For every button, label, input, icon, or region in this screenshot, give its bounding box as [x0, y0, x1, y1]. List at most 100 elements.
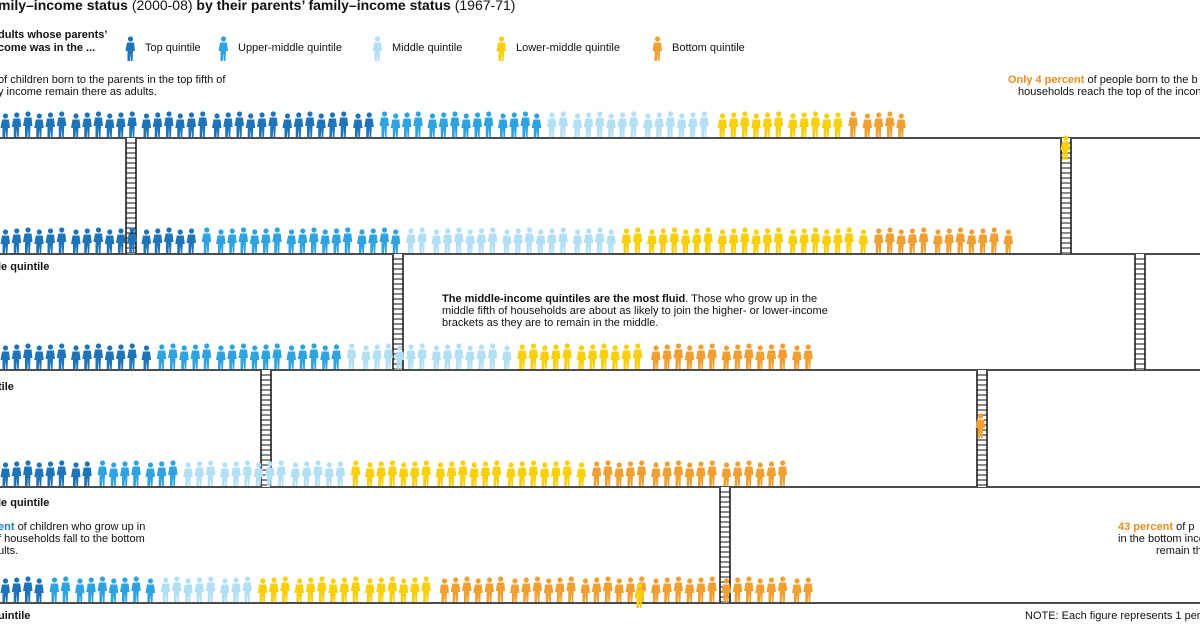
person-figure — [327, 112, 337, 137]
person-figure — [591, 577, 602, 602]
person-figure — [476, 344, 486, 369]
person-figure — [707, 576, 717, 602]
person-figure — [480, 461, 490, 486]
person-figure — [873, 228, 884, 253]
person-figure — [160, 577, 171, 602]
person-figure — [614, 462, 624, 486]
person-figure — [450, 111, 460, 137]
climbing-figure — [1060, 135, 1070, 160]
person-figure — [766, 577, 776, 602]
person-figure — [97, 576, 107, 602]
person-figure — [651, 462, 661, 486]
person-figure — [632, 227, 643, 253]
person-figure — [572, 229, 582, 253]
person-figure — [858, 229, 868, 253]
person-figure — [885, 111, 895, 137]
person-figure — [740, 227, 750, 253]
person-figure — [766, 344, 776, 369]
person-figure — [665, 111, 675, 137]
person-figure — [56, 343, 67, 369]
person-figure — [717, 229, 727, 253]
person-figure — [164, 111, 174, 137]
person-figure — [732, 461, 743, 486]
person-figure — [82, 461, 92, 486]
person-figure — [465, 345, 475, 369]
person-figure — [773, 227, 784, 253]
person-figure — [261, 344, 271, 369]
person-figure — [755, 462, 765, 486]
person-figure — [844, 227, 854, 253]
person-figure — [97, 460, 107, 486]
person-figure — [71, 345, 81, 369]
person-figure — [23, 460, 33, 486]
person-figure — [379, 227, 389, 253]
ladder — [392, 254, 404, 370]
person-figure — [728, 112, 739, 137]
person-figure — [699, 111, 709, 137]
person-figure — [721, 578, 731, 602]
person-figure — [606, 229, 616, 253]
person-figure — [131, 576, 141, 602]
person-figure — [293, 112, 304, 137]
person-figure — [562, 343, 572, 369]
person-figure — [320, 229, 330, 253]
person-figure — [379, 111, 389, 137]
person-figure — [183, 578, 193, 602]
person-figure — [744, 343, 754, 369]
person-figure — [721, 345, 731, 369]
person-figure — [732, 344, 743, 369]
person-figure — [707, 343, 717, 369]
person-figure — [231, 461, 241, 486]
row-label-lower-middle: le quintile — [0, 497, 50, 509]
person-figure — [833, 228, 843, 253]
person-figure — [201, 227, 212, 253]
person-figure — [11, 228, 22, 253]
person-figure — [421, 460, 431, 486]
person-figure — [394, 345, 405, 369]
person-figure — [417, 227, 427, 253]
person-figure — [676, 113, 687, 137]
person-figure — [766, 461, 776, 486]
person-figure — [86, 577, 96, 602]
person-figure — [532, 576, 542, 602]
legend-item-2: Upper-middle quintile — [218, 34, 342, 62]
person-figure — [603, 576, 613, 602]
person-figure — [231, 577, 241, 602]
person-figure — [145, 462, 155, 486]
legend-item-3: Middle quintile — [372, 34, 462, 62]
person-figure — [803, 344, 813, 369]
person-figure — [376, 577, 386, 602]
row-label-bottom: uintile — [0, 610, 31, 622]
person-figure — [614, 578, 624, 602]
person-figure — [744, 576, 754, 602]
person-figure — [591, 461, 602, 486]
person-figure — [696, 577, 706, 602]
person-figure — [175, 113, 185, 137]
legend-heading: dults whose parents’ come was in the ... — [0, 29, 108, 54]
person-figure — [410, 461, 420, 486]
climbing-figure — [634, 583, 644, 608]
footnote: NOTE: Each figure represents 1 perc — [1025, 610, 1200, 622]
note-bottom-right: 43 percent of p in the bottom inco remai… — [1118, 521, 1200, 557]
person-figure — [473, 578, 483, 602]
person-figure — [60, 576, 71, 602]
person-figure — [673, 343, 683, 369]
person-figure — [227, 228, 237, 253]
person-figure — [175, 229, 185, 253]
person-figure — [692, 228, 702, 253]
legend-label: Upper-middle quintile — [238, 42, 342, 54]
ladder — [719, 487, 731, 603]
person-figure — [190, 344, 200, 369]
person-figure — [673, 460, 683, 486]
person-figure — [744, 460, 754, 486]
person-figure — [442, 228, 453, 253]
person-figure — [461, 113, 471, 137]
person-figure — [234, 111, 244, 137]
person-figure — [398, 578, 409, 602]
person-figure — [442, 344, 453, 369]
person-figure — [728, 228, 739, 253]
person-figure — [387, 576, 397, 602]
person-figure — [276, 460, 286, 486]
person-figure — [71, 462, 81, 486]
chart-title: mily–income status (2000-08) by their pa… — [0, 0, 516, 13]
